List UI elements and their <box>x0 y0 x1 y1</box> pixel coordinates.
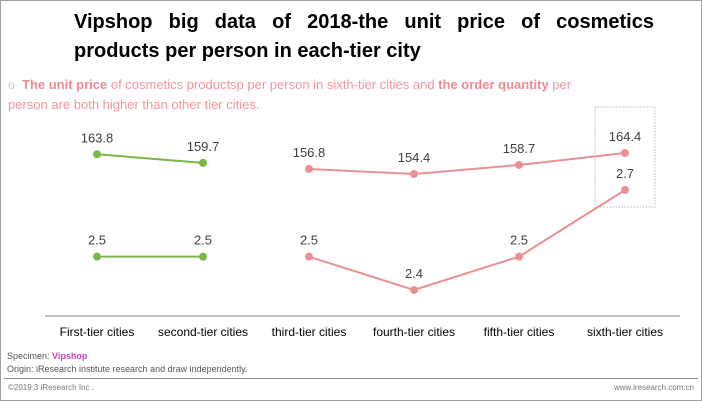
x-tick-label: third-tier cities <box>271 325 347 339</box>
data-point <box>621 186 629 194</box>
data-point <box>199 252 207 261</box>
data-point <box>515 160 523 169</box>
data-label: 154.4 <box>398 150 431 165</box>
subtitle-highlight-unit-price: The unit price <box>22 77 108 92</box>
data-point <box>621 149 629 157</box>
chart-subtitle: o The unit price of cosmetics productsp p… <box>8 75 608 115</box>
footer-divider <box>4 378 698 379</box>
footer-specimen: Specimen: Vipshop <box>7 351 87 361</box>
footer-origin: Origin: iResearch institute research and… <box>7 364 248 374</box>
data-point <box>199 158 207 167</box>
series-line-0 <box>96 153 204 164</box>
series-line-3 <box>308 189 626 292</box>
data-label: 159.7 <box>187 139 220 154</box>
data-label: 2.4 <box>405 266 423 281</box>
data-point <box>410 170 418 178</box>
data-point <box>93 150 101 159</box>
data-point <box>305 252 313 261</box>
data-label: 158.7 <box>503 141 536 156</box>
x-tick-label: First-tier cities <box>59 325 135 339</box>
specimen-value: Vipshop <box>52 351 88 361</box>
subtitle-highlight-order-quantity: the order quantity <box>438 77 549 92</box>
data-point <box>515 252 523 261</box>
x-tick-label: sixth-tier cities <box>586 325 663 339</box>
footer-url: www.iresearch.com.cn <box>613 383 694 392</box>
footer-copyright: ©2019.3 iResearch Inc . <box>8 383 94 392</box>
chart-title: Vipshop big data of 2018-the unit price … <box>74 11 654 62</box>
subtitle-text-1: of cosmetics productsp per person in six… <box>107 77 439 92</box>
data-label: 156.8 <box>293 145 326 160</box>
bullet-icon: o <box>8 78 15 92</box>
data-point <box>410 286 418 294</box>
data-label: 2.7 <box>616 166 634 181</box>
x-tick-label: fourth-tier cities <box>372 325 456 339</box>
subtitle-text-2: per person are both higher than other ti… <box>8 77 572 112</box>
data-point <box>93 252 101 261</box>
x-tick-label: second-tier cities <box>157 325 249 339</box>
data-label: 2.5 <box>510 233 528 248</box>
specimen-label: Specimen: <box>7 351 53 361</box>
data-label: 163.8 <box>81 130 114 145</box>
data-label: 2.5 <box>88 233 106 248</box>
x-tick-label: fifth-tier cities <box>483 325 555 339</box>
data-point <box>305 164 313 173</box>
series-line-2 <box>308 152 626 176</box>
data-label: 2.5 <box>194 233 212 248</box>
data-label: 2.5 <box>300 233 318 248</box>
data-label: 164.4 <box>609 129 642 144</box>
